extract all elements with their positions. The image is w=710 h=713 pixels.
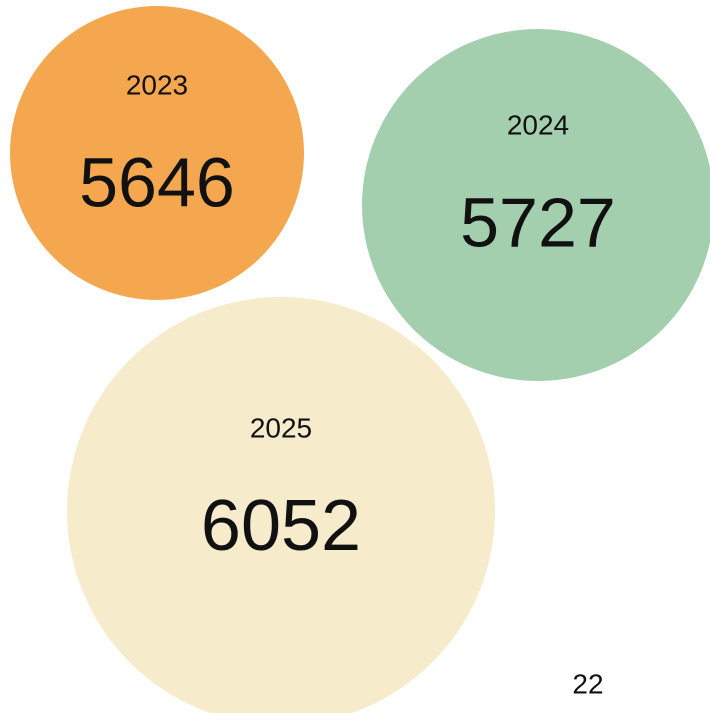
bubble [67,297,495,713]
bubble [10,6,304,300]
bubble-year: 2025 [250,412,312,443]
bubble-year: 2024 [507,109,569,140]
bubbles: 2023 5646 2024 5727 2025 6052 [10,6,710,713]
page-number: 22 [572,668,603,699]
bubble-year: 2023 [126,69,188,100]
bubble-value: 5646 [79,143,235,221]
bubble-value: 5727 [460,183,616,261]
bubble-value: 6052 [201,486,361,566]
bubble [362,29,710,381]
